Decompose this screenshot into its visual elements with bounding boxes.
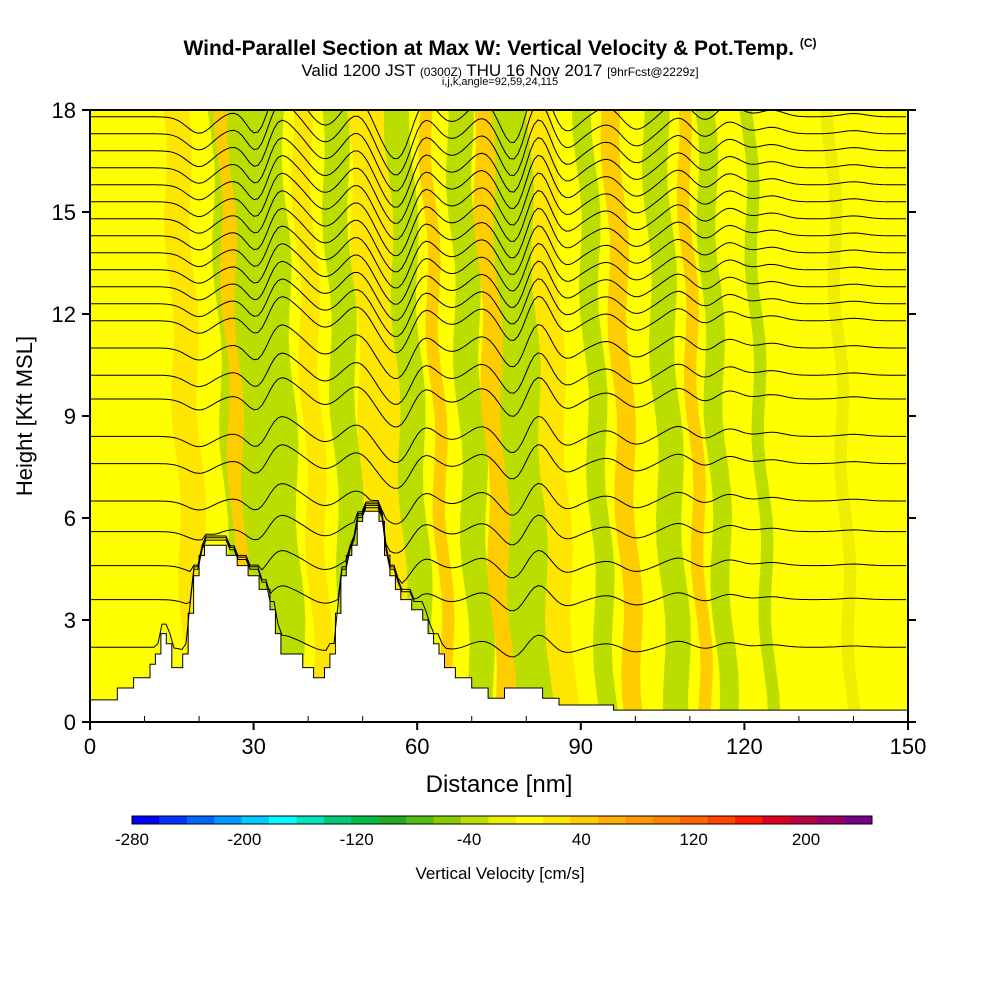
colorbar-swatch	[132, 816, 160, 824]
y-tick-label: 6	[64, 506, 76, 531]
velocity-band	[383, 110, 437, 722]
x-tick-label: 120	[726, 734, 763, 759]
theta-contour	[90, 504, 906, 612]
theta-contour	[90, 278, 906, 337]
x-axis-label: Distance [nm]	[426, 771, 573, 798]
theta-contour	[90, 137, 906, 208]
velocity-band	[739, 110, 781, 722]
colorbar-swatch	[214, 816, 242, 824]
theta-contour	[90, 242, 906, 305]
theta-contour	[90, 260, 906, 321]
x-tick-label: 90	[569, 734, 593, 759]
y-axis-label: Height [Kft MSL]	[12, 336, 37, 496]
theta-contour	[90, 503, 906, 584]
theta-contour	[90, 207, 906, 273]
colorbar-swatch	[680, 816, 708, 824]
velocity-band	[600, 110, 644, 722]
colorbar-swatch	[269, 816, 297, 824]
velocity-band	[572, 110, 620, 722]
theta-contour	[90, 377, 906, 428]
colorbar-tick-label: 200	[792, 830, 820, 849]
theta-contour	[90, 482, 906, 525]
velocity-band	[446, 110, 495, 722]
colorbar-tick-label: -200	[227, 830, 261, 849]
colorbar-swatch	[817, 816, 845, 824]
theta-contour	[90, 172, 906, 240]
colorbar-swatch	[159, 816, 188, 824]
x-tick-label: 150	[890, 734, 927, 759]
colorbar-swatch	[460, 816, 489, 824]
terrain	[89, 510, 909, 723]
colorbar-swatch	[625, 816, 654, 824]
chart-subtitle: Valid 1200 JST (0300Z) THU 16 Nov 2017 […	[301, 61, 699, 80]
colorbar-swatch	[570, 816, 599, 824]
colorbar-swatch	[543, 816, 571, 824]
colorbar-swatch	[378, 816, 407, 824]
colorbar-swatch	[488, 816, 517, 824]
colorbar-swatch	[323, 816, 352, 824]
colorbar-swatch	[406, 816, 434, 824]
chart-params: i,j,k,angle=92,59,24,115	[441, 76, 559, 88]
colorbar-tick-label: -120	[340, 830, 374, 849]
theta-contour	[90, 324, 906, 379]
colorbar-swatch	[186, 816, 215, 824]
theta-contour	[90, 507, 906, 658]
y-tick-label: 9	[64, 404, 76, 429]
colorbar-swatch	[844, 816, 873, 824]
colorbar-swatch	[762, 816, 791, 824]
theta-contour	[90, 154, 906, 224]
theta-contour	[90, 119, 906, 192]
theta-contour	[90, 501, 906, 554]
colorbar-tick-label: -40	[457, 830, 482, 849]
colorbar-title: Vertical Velocity [cm/s]	[415, 864, 585, 883]
x-tick-label: 30	[241, 734, 265, 759]
theta-contour	[90, 415, 906, 464]
colorbar-swatch	[433, 816, 462, 824]
velocity-band	[642, 110, 691, 722]
colorbar-swatch	[351, 816, 379, 824]
theta-contour	[90, 110, 906, 176]
velocity-band	[820, 110, 863, 722]
colorbar-swatch	[734, 816, 763, 824]
y-tick-label: 3	[64, 608, 76, 633]
theta-contour	[90, 352, 906, 405]
velocity-band	[695, 110, 739, 722]
y-tick-label: 0	[64, 710, 76, 735]
colorbar-swatch	[707, 816, 736, 824]
theta-contour	[90, 295, 906, 354]
colorbar-swatch	[597, 816, 626, 824]
title-mark: (C)	[799, 36, 817, 50]
colorbar-swatch	[296, 816, 325, 824]
colorbar-tick-label: 40	[572, 830, 591, 849]
colorbar-swatch	[241, 816, 270, 824]
chart-title: Wind-Parallel Section at Max W: Vertical…	[183, 36, 817, 60]
colorbar-swatch	[652, 816, 681, 824]
velocity-band	[490, 110, 562, 722]
velocity-band	[262, 110, 306, 722]
theta-contours	[90, 110, 906, 658]
y-tick-label: 15	[52, 200, 76, 225]
colorbar-tick-label: -280	[115, 830, 149, 849]
velocity-band	[525, 110, 580, 722]
y-tick-label: 12	[52, 302, 76, 327]
velocity-band	[418, 110, 455, 722]
x-tick-label: 0	[84, 734, 96, 759]
theta-contour	[90, 225, 906, 289]
y-tick-label: 18	[52, 98, 76, 123]
colorbar-tick-label: 120	[679, 830, 707, 849]
theta-contour	[90, 189, 906, 257]
theta-contour	[90, 444, 906, 489]
velocity-band	[676, 110, 713, 722]
colorbar-swatch	[515, 816, 544, 824]
colorbar-frame	[131, 815, 873, 825]
x-tick-label: 60	[405, 734, 429, 759]
colorbar-swatch	[789, 816, 818, 824]
